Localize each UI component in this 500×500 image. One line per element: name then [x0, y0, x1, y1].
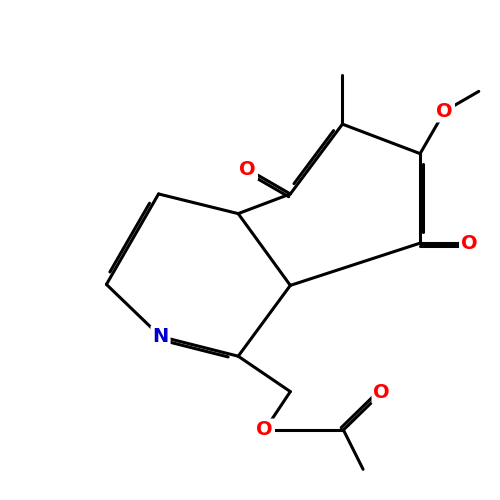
Text: O: O [461, 234, 477, 252]
Text: O: O [374, 383, 390, 402]
Text: N: N [152, 327, 168, 346]
Text: O: O [256, 420, 273, 440]
Text: O: O [240, 160, 256, 179]
Text: O: O [436, 102, 453, 120]
